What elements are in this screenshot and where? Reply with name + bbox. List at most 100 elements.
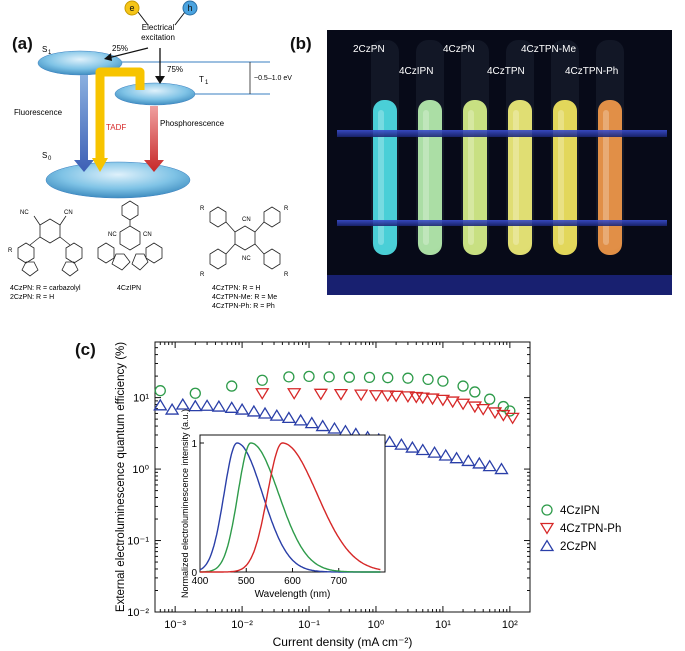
data-point [457, 380, 469, 392]
data-point [400, 391, 416, 404]
data-point [461, 454, 476, 467]
data-point [164, 402, 180, 415]
fluorescence-label: Fluorescence [14, 108, 63, 117]
data-point [541, 504, 553, 516]
data-point [226, 380, 238, 392]
x-tick-label: 10⁰ [368, 619, 385, 631]
x-tick-label: 10⁻² [231, 619, 253, 631]
data-point [224, 401, 239, 413]
data-point [189, 387, 201, 399]
molecule-4cztpn [209, 206, 281, 270]
y-tick-label: 10⁻² [127, 607, 149, 619]
singlet-percent: 25% [112, 44, 128, 53]
y-tick-label: 10¹ [133, 393, 149, 405]
tube-liquid [508, 100, 532, 255]
eqe-chart: 10⁻³ 10⁻² 10⁻¹ 10⁰ 10¹ 10² 10⁻² 10⁻¹ 10⁰ 10¹ Curre… [115, 341, 621, 649]
data-point [154, 385, 166, 397]
data-point [382, 435, 397, 448]
data-point [539, 539, 555, 552]
inset-x-tick-label: 400 [192, 576, 209, 587]
molecule-4czipn [97, 200, 163, 271]
tube-label: 4CzPN [443, 44, 475, 55]
s0-subscript: 0 [48, 156, 52, 162]
data-point [281, 411, 297, 424]
data-point [293, 413, 308, 426]
data-point [257, 406, 273, 419]
data-point [175, 397, 190, 410]
data-point [435, 394, 451, 407]
s0-level [45, 161, 191, 199]
plot-frame [154, 341, 531, 613]
mol3-r-2: R [284, 206, 289, 212]
legend-label: 2CzPN [560, 541, 596, 553]
tube-label: 4CzIPN [399, 66, 434, 77]
data-point [496, 409, 511, 422]
hole-label: h [187, 3, 192, 13]
data-point [304, 416, 319, 429]
y-axis-label: External electroluminescence quantum eff… [115, 342, 127, 612]
series-4cztpn-ph [255, 388, 520, 425]
tube-highlight [558, 110, 564, 245]
mol3-caption-3: 4CzTPN-Ph: R = Ph [212, 303, 275, 310]
panel-b-label: (b) [290, 34, 312, 53]
tube-liquid [463, 100, 487, 255]
inset-curve-4czipn [200, 442, 381, 573]
legend-label: 4CzTPN-Ph [560, 523, 621, 535]
s1-label: S [42, 45, 47, 54]
x-tick-label: 10¹ [435, 619, 451, 631]
legend-label: 4CzIPN [560, 505, 600, 517]
data-point [382, 372, 394, 384]
fluorescence-arrow [74, 75, 94, 172]
y-tick-label: 10⁻¹ [127, 536, 149, 548]
jablonski-diagram: e h Electrical excitation 25% 75% S 1 T … [8, 0, 292, 310]
data-point [505, 412, 520, 425]
tube-label: 4CzTPN-Ph [565, 66, 619, 77]
data-point [494, 462, 509, 475]
excitation-line-1: Electrical [142, 23, 175, 32]
data-point [539, 522, 555, 535]
tube-highlight [378, 110, 384, 245]
data-point [476, 403, 491, 416]
tube-label: 4CzTPN-Me [521, 44, 577, 55]
panel-a-label: (a) [12, 34, 33, 53]
inset-y-label: Normalized electroluminescence intensity… [180, 409, 190, 598]
data-point [368, 390, 384, 402]
tube-liquid [418, 100, 442, 255]
data-point [388, 390, 404, 403]
data-point [415, 392, 430, 405]
triplet-percent: 75% [167, 65, 183, 74]
data-point [199, 399, 215, 411]
data-point [380, 390, 395, 403]
mol3-nc-bottom: NC [242, 256, 251, 262]
data-point [327, 421, 342, 434]
data-point [484, 393, 496, 405]
s0-label: S [42, 151, 47, 160]
data-point [188, 399, 203, 412]
data-point [246, 404, 262, 417]
data-point [363, 371, 376, 384]
data-point [425, 393, 440, 406]
data-point [405, 440, 420, 453]
series-4czipn [154, 370, 516, 417]
data-point [469, 386, 481, 398]
data-point [287, 388, 302, 400]
data-point [472, 456, 487, 469]
data-point [283, 371, 295, 383]
t1-label: T [199, 75, 204, 84]
data-point [338, 424, 353, 437]
data-point [422, 373, 434, 386]
panel-c-label: (c) [75, 340, 96, 359]
data-point [445, 396, 460, 409]
tube-liquid [373, 100, 397, 255]
mol3-r-3: R [200, 272, 205, 278]
data-point [427, 445, 442, 458]
electron-icon [124, 0, 140, 16]
tadf-label: TADF [106, 123, 126, 132]
y-tick-label: 10⁰ [132, 464, 149, 476]
mol3-caption-1: 4CzTPN: R = H [212, 285, 260, 292]
mol3-cn-top: CN [242, 217, 251, 223]
electron-label: e [129, 3, 134, 13]
tube-liquid [553, 100, 577, 255]
data-point [487, 407, 503, 420]
x-tick-label: 10⁻¹ [298, 619, 320, 631]
